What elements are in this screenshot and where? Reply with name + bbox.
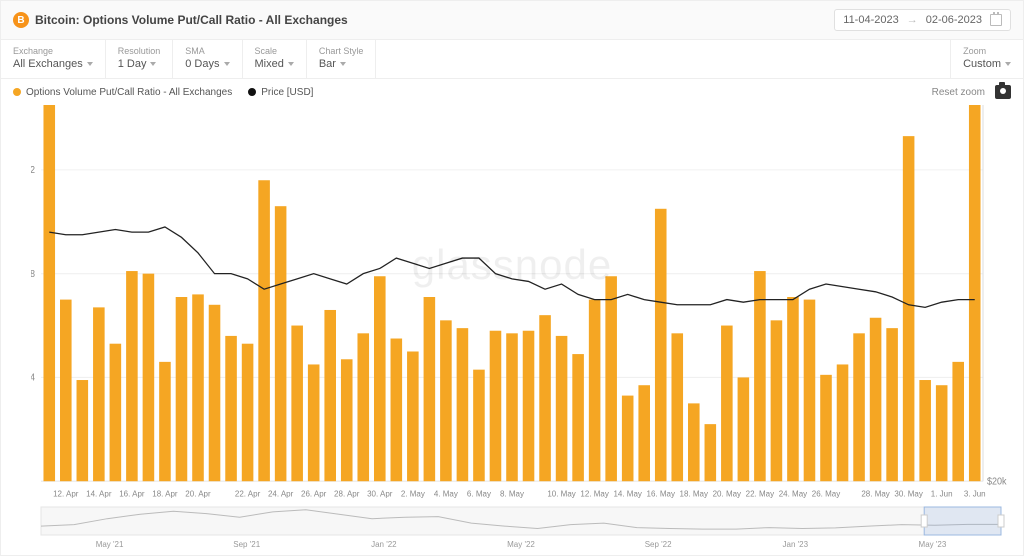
chevron-down-icon — [1005, 62, 1011, 66]
legend-dot-ratio — [13, 88, 21, 96]
svg-text:22. May: 22. May — [746, 488, 775, 498]
svg-text:30. Apr: 30. Apr — [367, 488, 393, 498]
chevron-down-icon — [288, 62, 294, 66]
svg-text:22. Apr: 22. Apr — [235, 488, 261, 498]
title-wrap: B Bitcoin: Options Volume Put/Call Ratio… — [13, 12, 348, 28]
legend-label-price: Price [USD] — [261, 87, 313, 98]
svg-text:14. May: 14. May — [613, 488, 642, 498]
sma-select[interactable]: SMA 0 Days — [173, 40, 242, 78]
svg-text:12. Apr: 12. Apr — [53, 488, 79, 498]
resolution-select[interactable]: Resolution 1 Day — [106, 40, 174, 78]
main-chart: 0.4 0.8 1.2 $20k 12. Apr 14. Apr 16. Apr 18. Ap… — [31, 105, 1011, 505]
resolution-value: 1 Day — [118, 58, 147, 70]
header-bar: B Bitcoin: Options Volume Put/Call Ratio… — [1, 1, 1023, 40]
chart-style-value: Bar — [319, 58, 336, 70]
chevron-down-icon — [150, 62, 156, 66]
page-title: Bitcoin: Options Volume Put/Call Ratio -… — [35, 13, 348, 27]
svg-text:$20k: $20k — [987, 476, 1007, 486]
svg-text:28. May: 28. May — [861, 488, 890, 498]
svg-text:4. May: 4. May — [434, 488, 459, 498]
svg-text:20. May: 20. May — [713, 488, 742, 498]
sma-value: 0 Days — [185, 58, 219, 70]
svg-text:26. Apr: 26. Apr — [301, 488, 327, 498]
svg-text:6. May: 6. May — [467, 488, 492, 498]
svg-text:24. Apr: 24. Apr — [268, 488, 294, 498]
svg-text:28. Apr: 28. Apr — [334, 488, 360, 498]
chevron-down-icon — [340, 62, 346, 66]
svg-text:26. May: 26. May — [812, 488, 841, 498]
svg-text:Jan '23: Jan '23 — [783, 540, 809, 549]
scale-label: Scale — [255, 46, 294, 56]
resolution-label: Resolution — [118, 46, 161, 56]
controls-spacer — [376, 40, 950, 78]
screenshot-icon[interactable] — [995, 85, 1011, 99]
svg-text:May '21: May '21 — [96, 540, 124, 549]
chart-style-select[interactable]: Chart Style Bar — [307, 40, 377, 78]
svg-text:0.4: 0.4 — [31, 372, 35, 382]
sma-label: SMA — [185, 46, 229, 56]
date-range-picker[interactable]: 11-04-2023 → 02-06-2023 — [834, 9, 1011, 31]
navigator-area[interactable]: May '21 Sep '21 Jan '22 May '22 Sep '22 Jan '… — [1, 505, 1023, 555]
chart-area[interactable]: glassnode 0.40.81.2$20k12. Apr14. Apr16.… — [1, 105, 1023, 505]
svg-text:30. May: 30. May — [894, 488, 923, 498]
calendar-icon — [990, 14, 1002, 26]
svg-text:May '23: May '23 — [919, 540, 947, 549]
scale-select[interactable]: Scale Mixed — [243, 40, 307, 78]
legend-item-ratio[interactable]: Options Volume Put/Call Ratio - All Exch… — [13, 87, 232, 98]
svg-text:Jan '22: Jan '22 — [371, 540, 397, 549]
exchange-select[interactable]: Exchange All Exchanges — [1, 40, 106, 78]
svg-text:18. May: 18. May — [680, 488, 709, 498]
legend: Options Volume Put/Call Ratio - All Exch… — [13, 87, 313, 98]
bitcoin-icon: B — [13, 12, 29, 28]
svg-text:Sep '21: Sep '21 — [233, 540, 260, 549]
date-separator: → — [907, 14, 918, 26]
exchange-value: All Exchanges — [13, 58, 83, 70]
zoom-select[interactable]: Zoom Custom — [950, 40, 1023, 78]
svg-text:18. Apr: 18. Apr — [152, 488, 178, 498]
svg-text:16. Apr: 16. Apr — [119, 488, 145, 498]
navigator-chart: May '21 Sep '21 Jan '22 May '22 Sep '22 Jan '… — [31, 505, 1011, 549]
svg-text:24. May: 24. May — [779, 488, 808, 498]
chart-tools: Reset zoom — [932, 85, 1011, 99]
svg-text:20. Apr: 20. Apr — [185, 488, 211, 498]
zoom-label: Zoom — [963, 46, 986, 56]
svg-text:0.8: 0.8 — [31, 269, 35, 279]
app-container: B Bitcoin: Options Volume Put/Call Ratio… — [0, 0, 1024, 556]
chevron-down-icon — [224, 62, 230, 66]
exchange-label: Exchange — [13, 46, 93, 56]
svg-text:8. May: 8. May — [500, 488, 525, 498]
legend-label-ratio: Options Volume Put/Call Ratio - All Exch… — [26, 87, 232, 98]
svg-text:16. May: 16. May — [647, 488, 676, 498]
date-from: 11-04-2023 — [843, 14, 898, 26]
svg-text:2. May: 2. May — [401, 488, 426, 498]
legend-dot-price — [248, 88, 256, 96]
date-to: 02-06-2023 — [926, 14, 982, 26]
zoom-value: Custom — [963, 58, 1001, 70]
svg-text:1. Jun: 1. Jun — [931, 488, 953, 498]
scale-value: Mixed — [255, 58, 284, 70]
svg-text:10. May: 10. May — [547, 488, 576, 498]
svg-text:3. Jun: 3. Jun — [964, 488, 986, 498]
legend-row: Options Volume Put/Call Ratio - All Exch… — [1, 79, 1023, 105]
svg-text:May '22: May '22 — [507, 540, 535, 549]
svg-text:12. May: 12. May — [580, 488, 609, 498]
controls-bar: Exchange All Exchanges Resolution 1 Day … — [1, 40, 1023, 79]
reset-zoom-button[interactable]: Reset zoom — [932, 87, 985, 98]
svg-text:Sep '22: Sep '22 — [645, 540, 672, 549]
chart-style-label: Chart Style — [319, 46, 364, 56]
svg-text:14. Apr: 14. Apr — [86, 488, 112, 498]
chevron-down-icon — [87, 62, 93, 66]
svg-text:1.2: 1.2 — [31, 165, 35, 175]
legend-item-price[interactable]: Price [USD] — [248, 87, 313, 98]
